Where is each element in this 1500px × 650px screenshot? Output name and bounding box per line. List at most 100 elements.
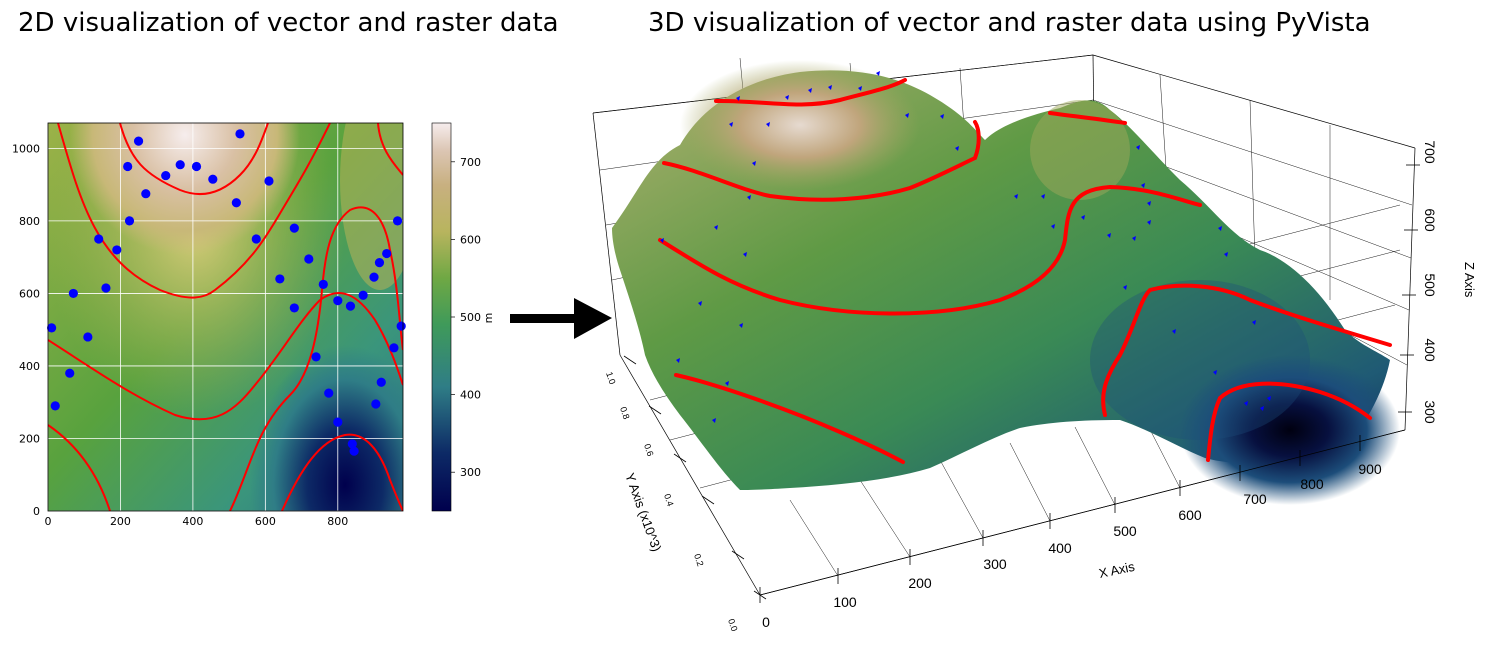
well-point bbox=[50, 401, 60, 411]
well-point-3d bbox=[1081, 215, 1085, 220]
y-tick-label: 1000 bbox=[12, 142, 40, 155]
x-tick-label: 200 bbox=[110, 515, 131, 528]
well-point bbox=[289, 303, 299, 313]
well-point bbox=[347, 439, 357, 449]
z-tick-label-3d: 600 bbox=[1422, 208, 1438, 232]
y-tick-label-3d: 0.4 bbox=[662, 493, 675, 508]
well-point-3d bbox=[729, 122, 733, 127]
well-point-3d bbox=[1218, 226, 1222, 231]
well-point-3d bbox=[1213, 370, 1217, 375]
well-point-3d bbox=[808, 88, 812, 93]
colorbar-tick-label: 600 bbox=[460, 233, 481, 246]
y-axis-3d-ticks: 0.0 0.2 0.4 0.6 0.8 1.0 bbox=[604, 355, 767, 633]
well-point bbox=[191, 161, 202, 172]
well-point-3d bbox=[1267, 396, 1271, 401]
well-point-3d bbox=[725, 381, 729, 386]
x-tick-label: 400 bbox=[182, 515, 203, 528]
y-tick-3d bbox=[648, 405, 662, 415]
bounding-box-front bbox=[759, 429, 1406, 596]
map-frame bbox=[47, 122, 404, 512]
z-axis-3d-ticks: 300 400 500 600 700 bbox=[1398, 140, 1438, 424]
well-point bbox=[208, 174, 218, 184]
colorbar-label: m bbox=[482, 313, 495, 324]
y-tick-label-3d: 0.0 bbox=[726, 618, 739, 633]
well-point bbox=[369, 272, 379, 282]
z-axis-3d-label: Z Axis bbox=[1462, 262, 1477, 298]
map-2d: 0 200 400 600 800 0 200 400 600 800 1000 300 400 50… bbox=[12, 122, 495, 528]
y-tick-label: 800 bbox=[19, 215, 40, 228]
well-point-3d bbox=[739, 323, 743, 328]
y-tick-label: 400 bbox=[19, 360, 40, 373]
well-point bbox=[175, 160, 185, 170]
x-axis-3d-ticks: 0 100 200 300 400 500 600 700 800 900 bbox=[759, 435, 1382, 630]
x-tick-label-3d: 300 bbox=[983, 556, 1007, 572]
well-point-3d bbox=[1123, 285, 1127, 290]
well-point bbox=[275, 274, 285, 284]
well-point bbox=[333, 296, 343, 306]
x-tick-labels: 0 200 400 600 800 bbox=[45, 515, 349, 528]
well-point-3d bbox=[785, 95, 789, 100]
well-point-3d bbox=[698, 301, 702, 306]
y-tick-labels: 0 200 400 600 800 1000 bbox=[12, 142, 40, 518]
right-chart-title: 3D visualization of vector and raster da… bbox=[648, 8, 1371, 38]
x-tick-label-3d: 600 bbox=[1178, 507, 1202, 523]
well-point bbox=[311, 352, 321, 362]
well-point-3d bbox=[736, 96, 740, 101]
contour-line bbox=[658, 184, 1202, 316]
well-point-3d bbox=[743, 252, 747, 257]
contour-line bbox=[119, 123, 269, 195]
contour-line bbox=[674, 373, 905, 464]
contour-line bbox=[377, 123, 403, 176]
well-point-3d bbox=[712, 418, 716, 423]
y-axis-3d-label: Y Axis (x10^3) bbox=[622, 471, 664, 554]
contour-line bbox=[48, 424, 111, 511]
well-point-3d bbox=[1244, 401, 1248, 406]
well-point-3d bbox=[766, 122, 770, 127]
well-point-3d bbox=[752, 161, 756, 166]
well-point bbox=[374, 258, 385, 268]
well-point bbox=[133, 136, 144, 146]
x-tick-label: 0 bbox=[45, 515, 52, 528]
well-point bbox=[389, 343, 399, 353]
y-tick-label: 0 bbox=[33, 505, 40, 518]
y-tick-3d bbox=[623, 355, 637, 365]
colorbar-tick-label: 500 bbox=[460, 311, 481, 324]
x-tick-label-3d: 900 bbox=[1358, 461, 1382, 477]
contour-line bbox=[281, 433, 403, 511]
well-point-3d bbox=[1172, 329, 1176, 334]
well-point bbox=[382, 248, 392, 259]
well-point-3d bbox=[1136, 145, 1140, 150]
well-point bbox=[68, 288, 78, 299]
well-point bbox=[161, 170, 171, 181]
colorbar-tick-label: 700 bbox=[460, 156, 481, 169]
colorbar-tick-label: 300 bbox=[460, 466, 481, 479]
well-point bbox=[123, 161, 133, 172]
contour-line bbox=[48, 291, 403, 421]
well-point bbox=[318, 279, 328, 289]
well-point-3d bbox=[1141, 183, 1145, 188]
well-point-3d bbox=[876, 71, 880, 76]
well-point-3d bbox=[1147, 220, 1151, 225]
y-tick-3d bbox=[731, 550, 745, 560]
well-point-3d bbox=[1051, 224, 1055, 229]
x-tick-label-3d: 100 bbox=[833, 594, 857, 610]
x-tick-label: 800 bbox=[327, 515, 348, 528]
contour-lines-3d bbox=[658, 78, 1392, 464]
well-point-3d bbox=[1260, 406, 1264, 411]
y-tick-label-3d: 0.6 bbox=[642, 443, 655, 458]
well-point bbox=[371, 399, 381, 409]
well-point-3d bbox=[828, 85, 832, 90]
contour-line bbox=[1048, 111, 1127, 125]
well-point-3d bbox=[1224, 252, 1228, 257]
well-point bbox=[83, 332, 93, 342]
colorbar-tick-labels: 300 400 500 600 700 bbox=[451, 156, 481, 479]
x-tick-label-3d: 500 bbox=[1113, 523, 1137, 539]
contour-line bbox=[1206, 381, 1372, 462]
contour-lines bbox=[48, 123, 403, 511]
x-axis-3d-label: X Axis bbox=[1098, 559, 1137, 581]
y-tick-3d bbox=[753, 590, 767, 600]
x-tick-label-3d: 200 bbox=[908, 575, 932, 591]
well-point-3d bbox=[1107, 233, 1111, 238]
